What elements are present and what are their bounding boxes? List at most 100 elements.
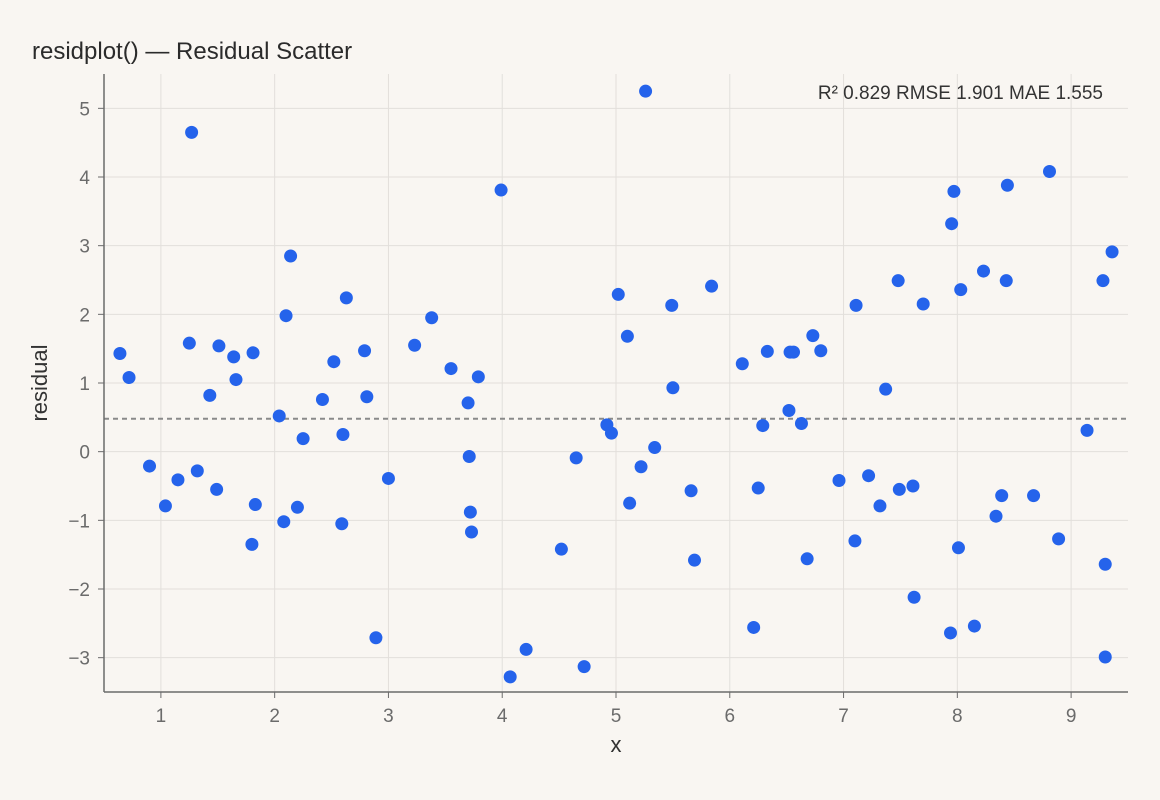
x-tick-label: 8: [952, 706, 963, 727]
data-point: [190, 464, 204, 478]
x-axis-label: x: [611, 732, 622, 757]
data-point: [1098, 650, 1112, 664]
data-point: [873, 499, 887, 513]
data-point: [634, 460, 648, 474]
data-point: [296, 432, 310, 446]
x-tick-label: 2: [269, 706, 280, 727]
y-tick-label: 1: [79, 374, 90, 395]
data-point: [666, 381, 680, 395]
x-tick-label: 4: [497, 706, 508, 727]
data-point: [705, 279, 719, 293]
y-tick-label: 2: [79, 305, 90, 326]
data-point: [113, 346, 127, 360]
y-axis-label: residual: [27, 344, 52, 421]
data-point: [751, 481, 765, 495]
data-point: [203, 388, 217, 402]
y-tick-label: 0: [79, 443, 90, 464]
data-point: [989, 509, 1003, 523]
y-tick-label: 5: [79, 99, 90, 120]
data-point: [639, 84, 653, 98]
data-point: [315, 392, 329, 406]
data-point: [503, 670, 517, 684]
data-point: [279, 309, 293, 323]
data-point: [519, 642, 533, 656]
metrics-annotation: R² 0.829 RMSE 1.901 MAE 1.555: [818, 83, 1103, 104]
data-point: [947, 184, 961, 198]
data-point: [210, 482, 224, 496]
data-point: [648, 441, 662, 455]
data-point: [954, 283, 968, 297]
data-point: [494, 183, 508, 197]
data-point: [360, 390, 374, 404]
data-point: [248, 498, 262, 512]
x-tick-label: 1: [156, 706, 167, 727]
y-tick-label: −2: [68, 580, 90, 601]
data-point: [951, 541, 965, 555]
data-point: [461, 396, 475, 410]
data-point: [171, 473, 185, 487]
data-point: [158, 499, 172, 513]
data-point: [425, 311, 439, 325]
data-point: [569, 451, 583, 465]
data-point: [143, 459, 157, 473]
data-point: [782, 403, 796, 417]
data-point: [806, 329, 820, 343]
data-point: [688, 553, 702, 567]
data-point: [665, 298, 679, 312]
data-point: [760, 344, 774, 358]
data-point: [246, 346, 260, 360]
data-point: [1000, 178, 1014, 192]
data-point: [684, 484, 698, 498]
data-point: [465, 525, 479, 539]
data-point: [444, 362, 458, 376]
data-point: [879, 382, 893, 396]
data-point: [182, 336, 196, 350]
data-point: [327, 355, 341, 369]
data-point: [848, 534, 862, 548]
data-point: [944, 626, 958, 640]
data-point: [735, 357, 749, 371]
data-point: [977, 264, 991, 278]
y-tick-label: 4: [79, 168, 90, 189]
grid-lines: [104, 74, 1128, 692]
tick-labels: 1 2 3 4 5 6 7 8 9 −3 −2 −1 0 1 2 3 4 5: [68, 99, 1076, 727]
data-point: [906, 479, 920, 493]
data-point: [554, 542, 568, 556]
data-point: [892, 482, 906, 496]
data-point: [756, 419, 770, 433]
data-point: [471, 370, 485, 384]
chart-title: residplot() — Residual Scatter: [32, 38, 353, 65]
data-point: [272, 409, 286, 423]
data-point: [1098, 557, 1112, 571]
data-point: [891, 274, 905, 288]
data-point: [212, 339, 226, 353]
data-point: [611, 287, 625, 301]
data-point: [1080, 423, 1094, 437]
x-tick-label: 5: [611, 706, 622, 727]
data-point: [290, 500, 304, 514]
data-point: [794, 417, 808, 431]
data-point: [747, 620, 761, 634]
data-point: [620, 329, 634, 343]
y-tick-label: −3: [68, 649, 90, 670]
data-point: [786, 345, 800, 359]
data-point: [1096, 274, 1110, 288]
data-point: [967, 619, 981, 633]
data-point: [814, 344, 828, 358]
x-tick-label: 6: [724, 706, 735, 727]
data-point: [862, 469, 876, 483]
data-point: [577, 660, 591, 674]
x-tick-label: 9: [1066, 706, 1077, 727]
data-point: [995, 489, 1009, 503]
data-point: [916, 297, 930, 311]
data-point: [335, 517, 349, 531]
data-point: [358, 344, 372, 358]
data-point: [245, 537, 259, 551]
data-point: [277, 515, 291, 529]
y-tick-label: 3: [79, 237, 90, 258]
data-point: [907, 590, 921, 604]
data-point: [339, 291, 353, 305]
data-point: [800, 552, 814, 566]
data-point: [849, 298, 863, 312]
data-point: [227, 350, 241, 364]
